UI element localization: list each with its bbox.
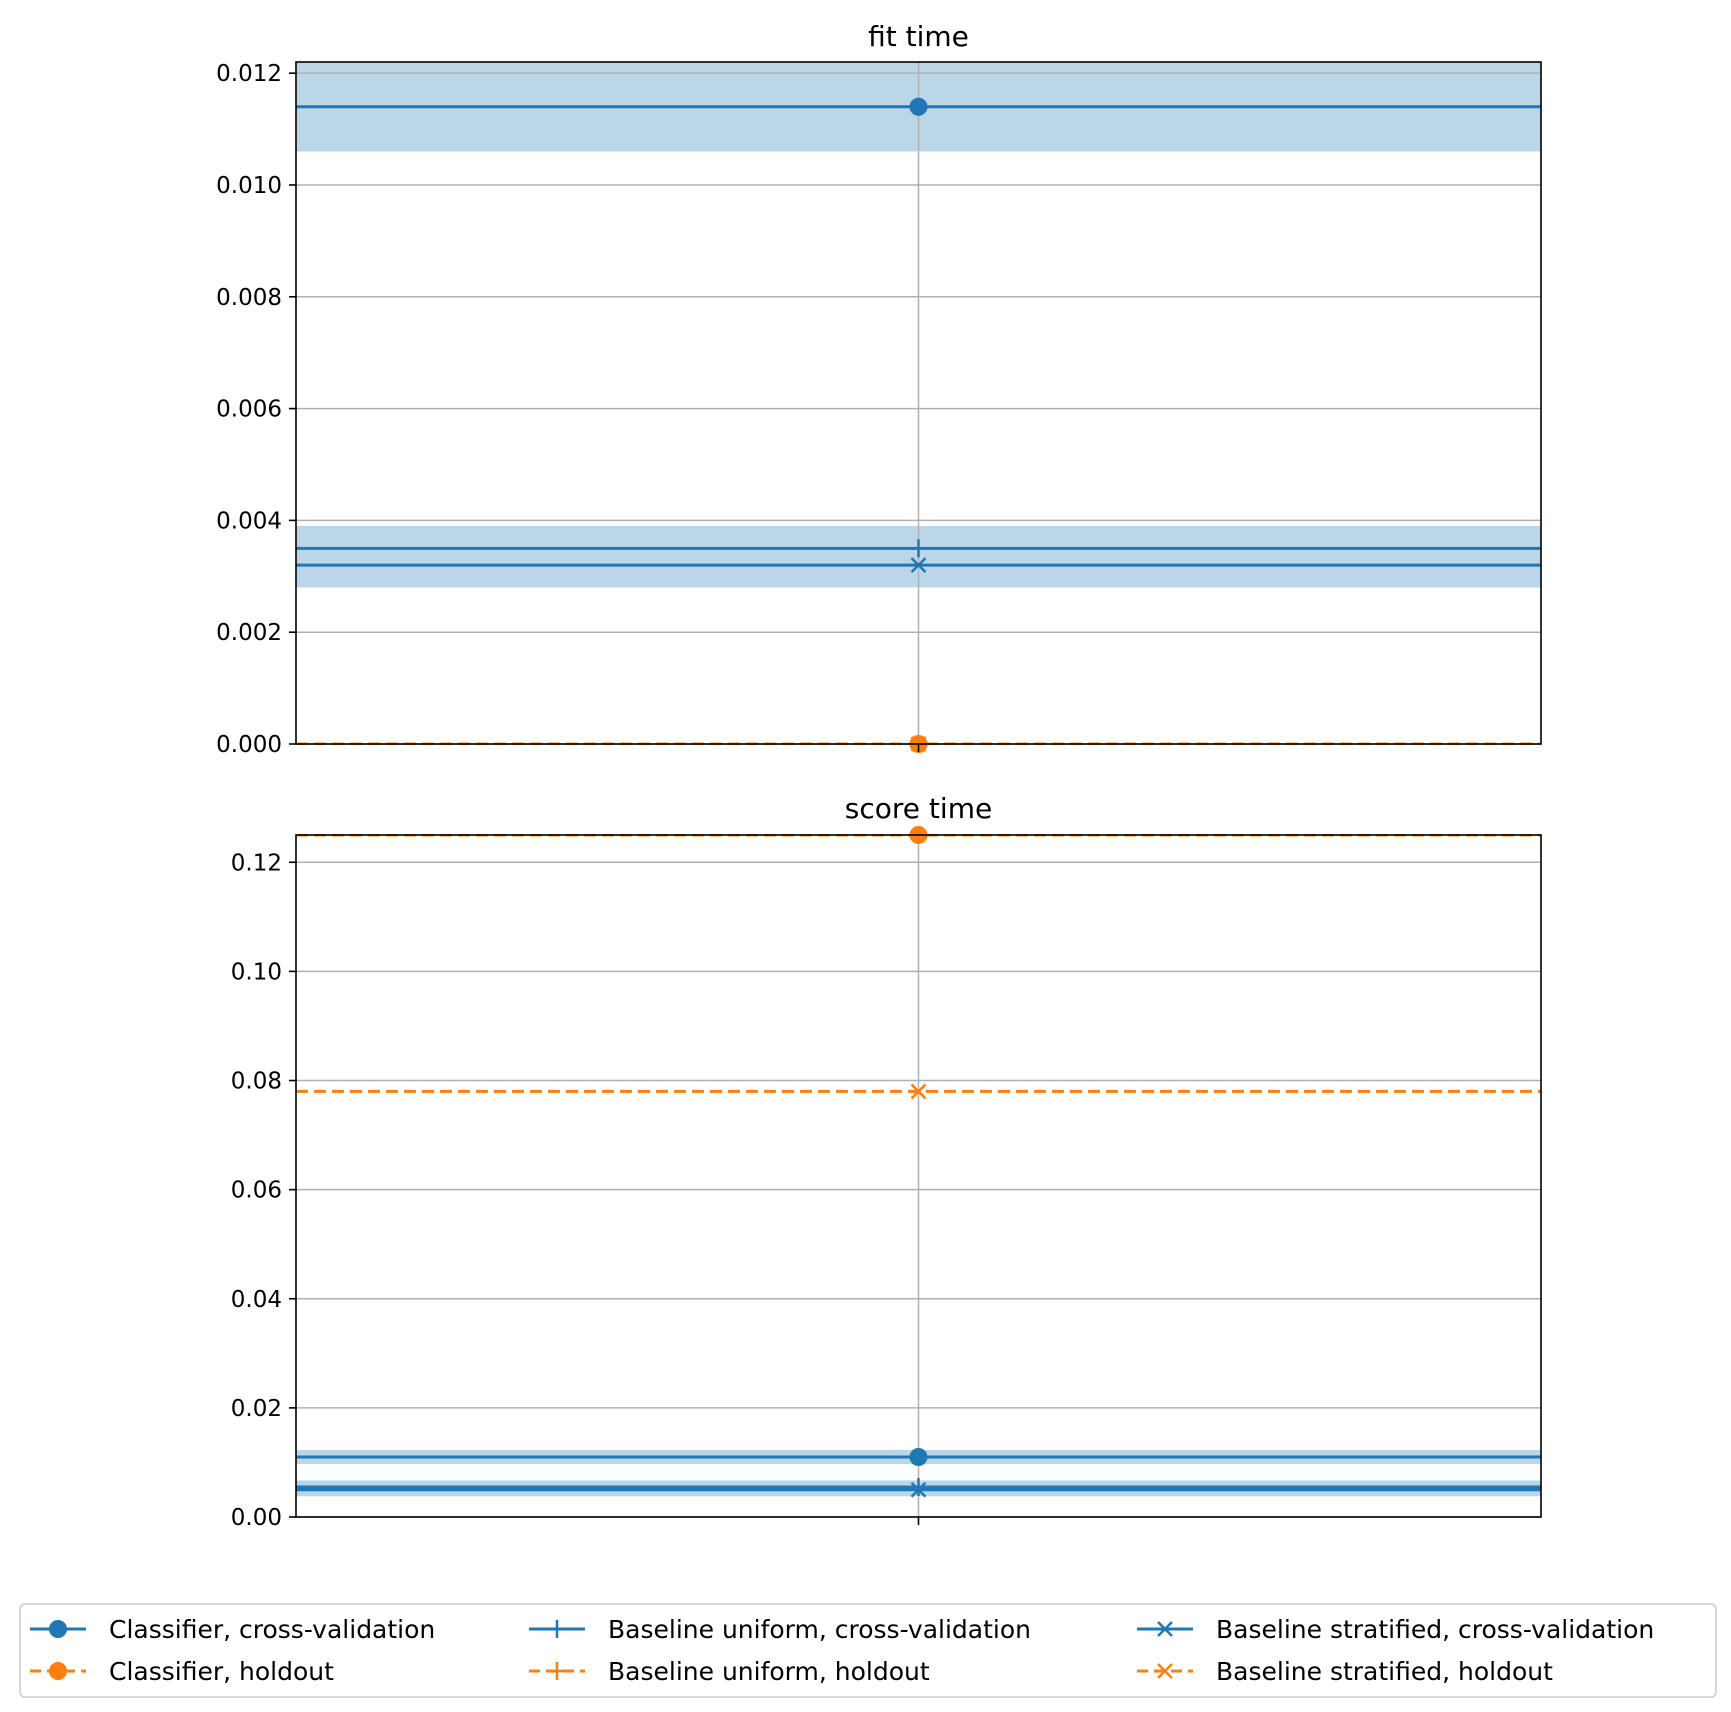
legend-swatch-marker <box>548 1620 566 1638</box>
data-point-4-b <box>910 1481 927 1498</box>
plot-area <box>296 62 1541 745</box>
legend-label: Baseline uniform, holdout <box>608 1657 930 1686</box>
legend-swatch-marker <box>1157 1663 1173 1679</box>
y-tick-label: 0.08 <box>231 1069 282 1095</box>
legend: Classifier, cross-validation Baseline uni… <box>19 1603 1717 1698</box>
legend-entry: Baseline stratified, holdout <box>1137 1657 1553 1686</box>
y-tick-label: 0.00 <box>231 1505 282 1531</box>
data-point-4-b <box>910 557 927 573</box>
fit-time-panel: 0.000 0.002 0.004 0.006 0.008 0.010 0.012 fit t… <box>216 20 1542 758</box>
legend-label: Baseline stratified, holdout <box>1216 1657 1553 1686</box>
score-time-panel: 0.00 0.02 0.04 0.06 0.08 0.10 0.12 score time <box>231 792 1542 1531</box>
y-tick-label: 0.000 <box>216 732 282 758</box>
legend-swatch-marker <box>49 1662 67 1680</box>
y-tick-label: 0.004 <box>216 508 282 534</box>
panel-title: fit time <box>868 20 969 53</box>
y-tick-label: 0.06 <box>231 1178 282 1204</box>
data-point-5-b <box>910 1083 927 1100</box>
data-point-2 <box>909 539 928 558</box>
data-point-0 <box>909 1447 928 1466</box>
y-tick-label: 0.010 <box>216 173 282 199</box>
y-tick-label: 0.12 <box>231 850 282 876</box>
legend-entry: Classifier, holdout <box>30 1657 334 1686</box>
y-tick-label: 0.008 <box>216 285 282 311</box>
y-tick-label: 0.002 <box>216 620 282 646</box>
legend-swatch-marker <box>548 1662 566 1680</box>
legend-swatch-marker <box>1157 1621 1173 1637</box>
data-point-5 <box>910 1083 927 1100</box>
legend-swatch-marker-b <box>1157 1621 1173 1637</box>
data-point-2 <box>909 1477 928 1496</box>
legend-label: Classifier, holdout <box>109 1657 334 1686</box>
legend-label: Baseline uniform, cross-validation <box>608 1615 1031 1644</box>
legend-swatch-marker-b <box>1157 1663 1173 1679</box>
y-tick-label: 0.006 <box>216 397 282 423</box>
y-tick-label: 0.012 <box>216 61 282 87</box>
legend-entry: Baseline stratified, cross-validation <box>1137 1615 1654 1644</box>
data-point-0 <box>909 97 928 116</box>
legend-entry: Classifier, cross-validation <box>30 1615 435 1644</box>
data-point-4 <box>910 557 927 573</box>
data-point-4 <box>910 1481 927 1498</box>
y-tick-label: 0.10 <box>231 959 282 985</box>
legend-entry: Baseline uniform, cross-validation <box>529 1615 1031 1644</box>
legend-label: Baseline stratified, cross-validation <box>1216 1615 1654 1644</box>
y-tick-label: 0.04 <box>231 1287 282 1313</box>
y-tick-label: 0.02 <box>231 1396 282 1422</box>
legend-label: Classifier, cross-validation <box>109 1615 435 1644</box>
panel-title: score time <box>845 792 992 825</box>
legend-entry: Baseline uniform, holdout <box>529 1657 930 1686</box>
legend-swatch-marker <box>49 1620 67 1638</box>
legend-box <box>19 1603 1717 1698</box>
plot-area <box>296 834 1541 1518</box>
